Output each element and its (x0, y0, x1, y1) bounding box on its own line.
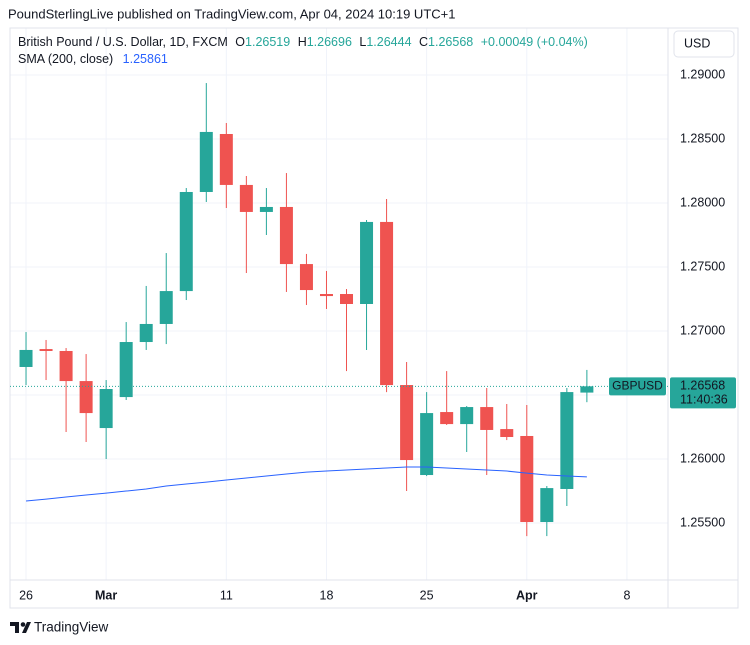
legend-l-value: 1.26444 (366, 35, 411, 49)
candle-body (179, 191, 193, 292)
currency-box[interactable] (673, 30, 735, 58)
price-tag-value: 1.26568 (680, 379, 725, 393)
candle-body (99, 389, 113, 429)
brand-logo (10, 622, 31, 633)
grid (10, 28, 668, 580)
x-tick-label: 8 (623, 588, 630, 602)
y-tick-label: 1.27000 (680, 323, 725, 337)
legend-o-label: O (235, 35, 245, 49)
symbol-label: GBPUSD (612, 378, 663, 392)
candle-body (139, 323, 153, 343)
candle-body (360, 221, 374, 304)
legend-c-label: C (419, 35, 428, 49)
y-tick-label: 1.26000 (680, 451, 725, 465)
legend-ohlc: British Pound / U.S. Dollar, 1D, FXCM O1… (18, 35, 588, 49)
y-tick-label: 1.27500 (680, 259, 725, 273)
x-tick-label: Mar (95, 588, 117, 602)
candle-body (119, 342, 133, 398)
countdown: 11:40:36 (680, 393, 728, 407)
candle-body (340, 294, 354, 304)
candle-body (319, 294, 333, 297)
y-tick-label: 1.29000 (680, 67, 725, 81)
candle-body (460, 407, 474, 425)
candle-body (299, 264, 313, 291)
candle-body (500, 429, 514, 438)
candle-body (159, 291, 173, 324)
x-tick-label: 26 (19, 588, 33, 602)
sma-name: SMA (200, close) (18, 52, 113, 66)
candle-body (199, 131, 213, 192)
candle-body (239, 184, 253, 212)
candle-body (580, 386, 594, 393)
symbol-tag (609, 377, 666, 396)
candle-body (380, 221, 394, 386)
legend-c-value: 1.26568 (428, 35, 473, 49)
candle-body (59, 350, 73, 382)
candle-body (520, 435, 534, 523)
legend-l-label: L (359, 35, 366, 49)
legend-o-value: 1.26519 (245, 35, 290, 49)
candle-body (279, 206, 293, 265)
candle-body (259, 206, 273, 212)
x-tick-label: 25 (420, 588, 434, 602)
legend-change: +0.00049 (+0.04%) (481, 35, 588, 49)
price-tag (670, 377, 736, 409)
legend-h-label: H (298, 35, 307, 49)
legend-title: British Pound / U.S. Dollar, 1D, FXCM (18, 35, 228, 49)
x-tick-label: 11 (220, 588, 233, 602)
pane-frame (9, 27, 739, 609)
candle-body (219, 133, 233, 185)
x-tick-label: Apr (516, 588, 538, 602)
candle-body (19, 349, 33, 367)
candle-body (420, 413, 434, 476)
candle-body (440, 412, 454, 425)
legend-sma: SMA (200, close) 1.25861 (18, 52, 168, 66)
x-tick-label: 18 (320, 588, 334, 602)
candle-body (480, 407, 494, 430)
y-tick-label: 1.28000 (680, 195, 725, 209)
plot (10, 83, 668, 537)
y-tick-label: 1.25500 (680, 515, 725, 529)
axes: 1.255001.260001.265001.270001.275001.280… (19, 67, 736, 602)
candle-body (540, 488, 554, 523)
candle-body (560, 392, 574, 489)
currency: USD (684, 36, 710, 50)
sma-line (25, 466, 587, 502)
brand: TradingView (34, 620, 109, 635)
sma-value: 1.25861 (123, 52, 168, 66)
candle-body (400, 385, 414, 461)
published-note: PoundSterlingLive published on TradingVi… (8, 6, 455, 21)
y-tick-label: 1.28500 (680, 131, 725, 145)
legend-h-value: 1.26696 (307, 35, 352, 49)
candle-body (39, 349, 53, 351)
candle-body (79, 381, 93, 414)
